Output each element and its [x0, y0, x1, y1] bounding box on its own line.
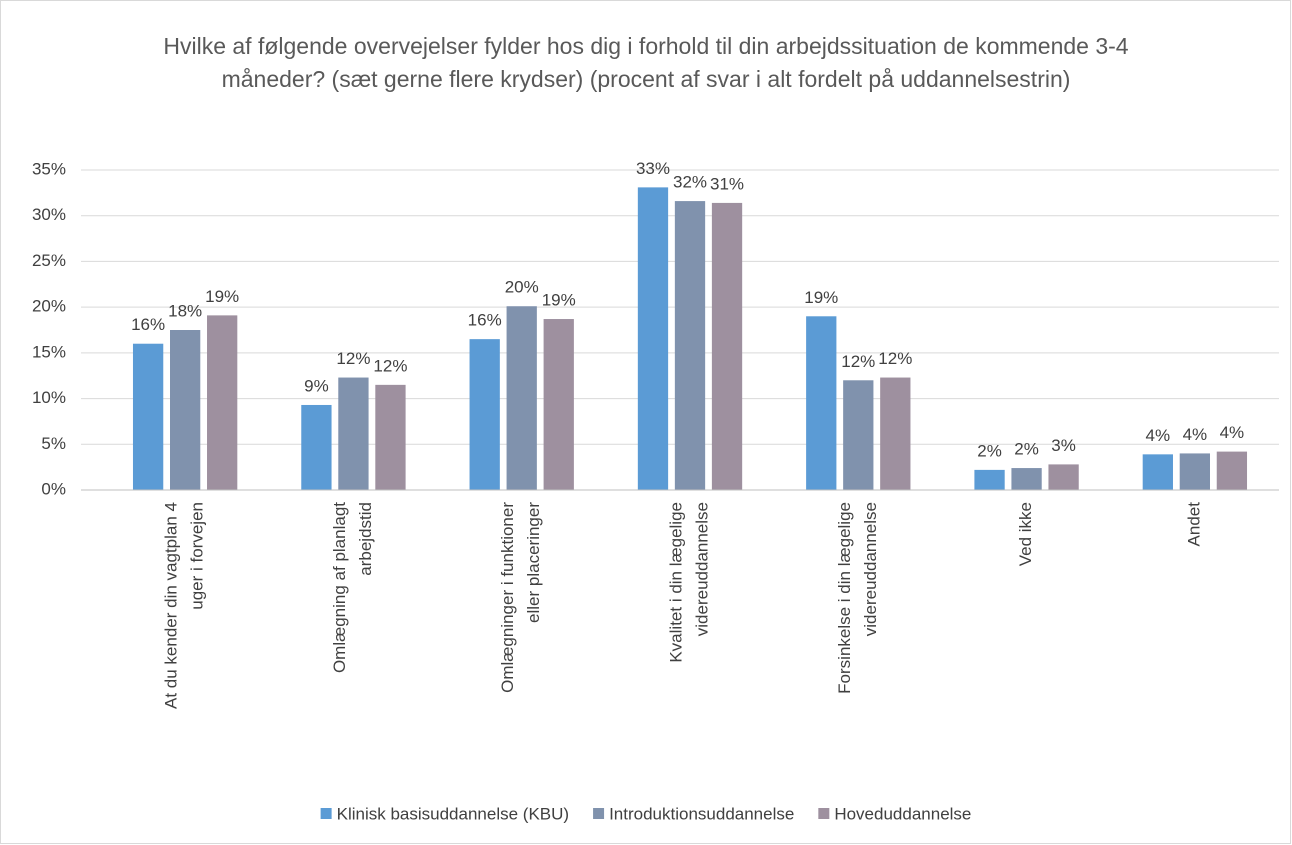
y-tick-label: 30% [32, 205, 66, 224]
data-label: 2% [1014, 440, 1039, 459]
bar [543, 319, 574, 490]
bar [674, 201, 706, 491]
legend-swatch [320, 808, 332, 819]
x-tick-label: eller placeringer [524, 502, 543, 623]
bar [1048, 464, 1079, 490]
data-label: 19% [804, 288, 838, 307]
x-tick-label: Andet [1184, 502, 1203, 547]
x-tick-label: Ved ikke [1016, 502, 1035, 566]
data-label: 12% [841, 352, 875, 371]
data-label: 31% [710, 174, 744, 193]
bar [806, 316, 837, 490]
legend-swatch [593, 808, 605, 819]
y-tick-label: 5% [41, 434, 66, 453]
x-tick-label: At du kender din vagtplan 4 [162, 502, 181, 709]
data-label: 3% [1051, 436, 1076, 455]
x-tick-label: Forsinkelse i din lægelige [835, 502, 854, 694]
x-tick-label: uger i forvejen [188, 502, 207, 610]
x-tick-label: videreuddannelse [861, 502, 880, 636]
legend-label: Klinisk basisuddannelse (KBU) [337, 804, 569, 823]
bar [132, 343, 164, 490]
bar [469, 339, 500, 490]
bar [711, 202, 743, 490]
data-label: 12% [336, 349, 370, 368]
bar [1142, 454, 1173, 490]
bar [338, 377, 369, 490]
legend-label: Hoveduddannelse [834, 804, 971, 823]
data-label: 18% [168, 301, 202, 320]
legend: Klinisk basisuddannelse (KBU) Introduktio… [320, 804, 971, 823]
bar [506, 306, 537, 490]
legend-swatch [818, 808, 830, 819]
y-tick-label: 20% [32, 297, 66, 316]
x-tick-label: Omlægninger i funktioner [498, 502, 517, 693]
y-tick-label: 10% [32, 388, 66, 407]
data-label: 9% [304, 376, 329, 395]
y-tick-label: 15% [32, 342, 66, 361]
bar [880, 377, 911, 490]
bar [169, 330, 201, 490]
data-label: 2% [977, 441, 1002, 460]
y-tick-label: 0% [41, 479, 66, 498]
y-tick-label: 35% [32, 159, 66, 178]
bar [974, 469, 1005, 490]
bar [1179, 453, 1211, 490]
data-label: 19% [205, 287, 239, 306]
data-label: 4% [1220, 423, 1245, 442]
bar [207, 315, 238, 490]
x-tick-label: Omlægning af planlagt [330, 502, 349, 673]
x-tick-label: arbejdstid [356, 502, 375, 576]
chart-title: Hvilke af følgende overvejelser fylder h… [163, 33, 1129, 92]
bar [301, 404, 332, 490]
y-tick-label: 25% [32, 251, 66, 270]
data-label: 12% [373, 356, 407, 375]
bar [1216, 451, 1248, 490]
data-label: 16% [131, 315, 165, 334]
x-tick-label: Kvalitet i din lægelige [666, 502, 685, 663]
data-label: 32% [673, 173, 707, 192]
bar [1011, 468, 1042, 490]
data-label: 4% [1183, 425, 1208, 444]
bar [843, 380, 874, 490]
data-label: 33% [636, 159, 670, 178]
data-label: 4% [1146, 426, 1171, 445]
x-tick-label: videreuddannelse [692, 502, 711, 636]
data-label: 20% [505, 278, 539, 297]
data-label: 16% [468, 311, 502, 330]
legend-label: Introduktionsuddannelse [609, 804, 794, 823]
bar [637, 187, 669, 490]
data-label: 12% [878, 349, 912, 368]
bar [375, 384, 406, 490]
data-label: 19% [542, 291, 576, 310]
